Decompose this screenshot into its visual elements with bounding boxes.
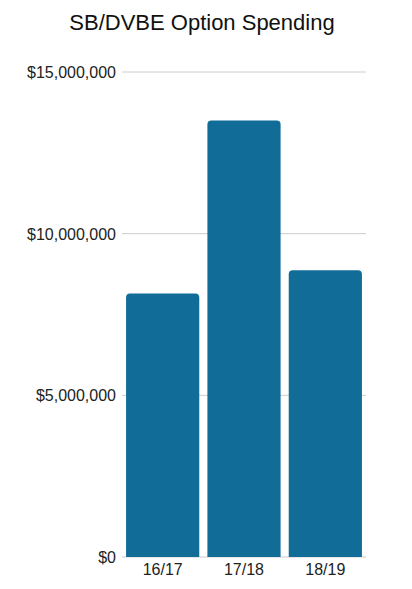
x-tick-label: 17/18 bbox=[224, 561, 264, 578]
bar bbox=[289, 270, 362, 557]
bars bbox=[126, 121, 362, 558]
y-tick-label: $5,000,000 bbox=[36, 387, 116, 404]
y-tick-label: $15,000,000 bbox=[27, 64, 116, 81]
chart: SB/DVBE Option Spending $0 $5,000,000 $10,0… bbox=[0, 0, 412, 589]
y-tick-label: $10,000,000 bbox=[27, 226, 116, 243]
bar bbox=[207, 121, 280, 558]
title: SB/DVBE Option Spending bbox=[69, 10, 334, 35]
x-tick-label: 16/17 bbox=[143, 561, 183, 578]
bar bbox=[126, 293, 199, 557]
x-tick-label: 18/19 bbox=[305, 561, 345, 578]
y-tick-label: $0 bbox=[98, 549, 116, 566]
grid-line bbox=[122, 72, 366, 73]
